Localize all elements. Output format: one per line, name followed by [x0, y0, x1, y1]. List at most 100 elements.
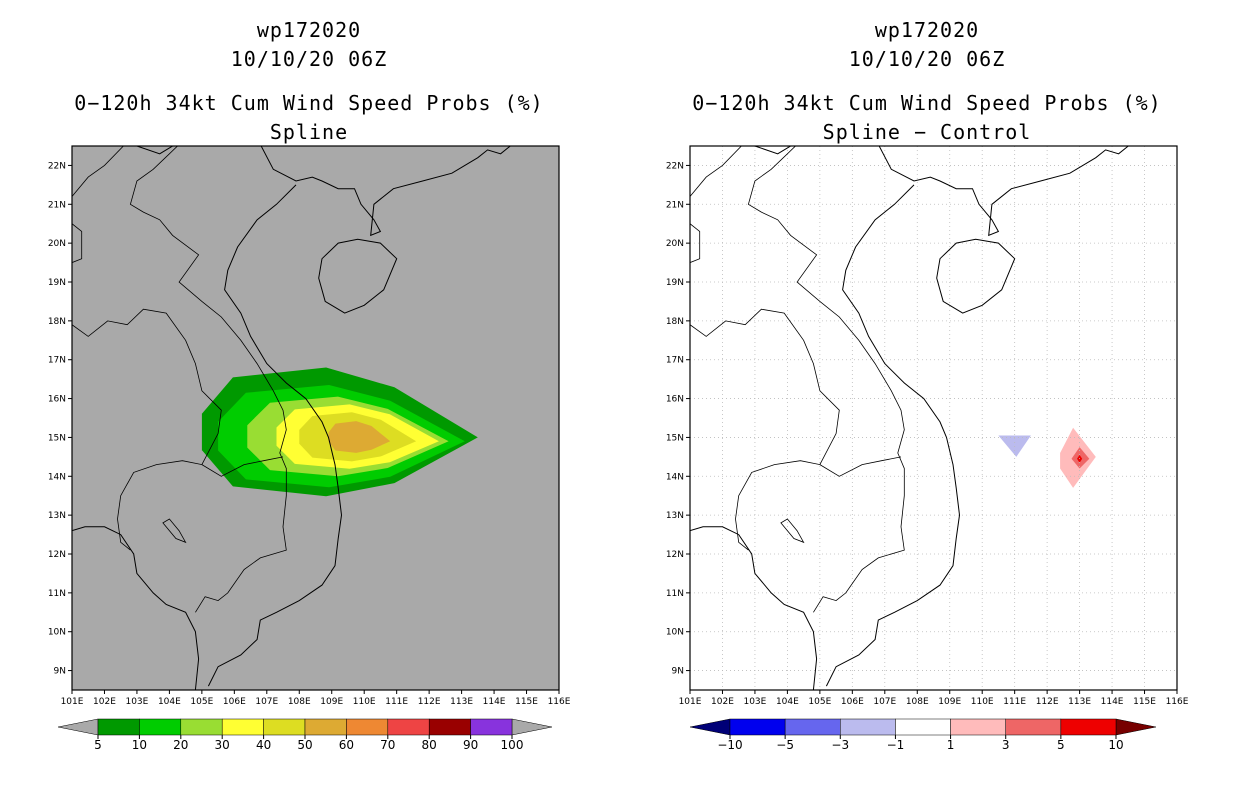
- hainan-island: [318, 238, 398, 314]
- lon-label: 109E: [320, 697, 343, 707]
- coastline: [207, 184, 343, 687]
- colorbar-label: 60: [339, 738, 354, 752]
- country-border: [819, 456, 902, 477]
- lon-label: 103E: [743, 697, 766, 707]
- map-difference: 101E 102E 103E 104E 105E 106E 107E 108E 109E 110E…: [666, 145, 1189, 752]
- product-title: 0−120h 34kt Cum Wind Speed Probs (%): [74, 91, 544, 115]
- subtitle: Spline: [269, 120, 349, 144]
- lat-label: 15N: [666, 433, 684, 443]
- lon-label: 115E: [1133, 697, 1156, 707]
- colorbar-label: 50: [297, 738, 312, 752]
- lon-label: 106E: [841, 697, 864, 707]
- country-border: [747, 146, 905, 613]
- lat-label: 12N: [48, 550, 66, 560]
- colorbar-label: 10: [1108, 738, 1123, 752]
- colorbar-swatch: [950, 718, 1006, 736]
- data-layer: [72, 146, 511, 690]
- lon-label: 101E: [679, 697, 702, 707]
- lat-label: 10N: [666, 628, 684, 638]
- data-layer: [690, 146, 1177, 690]
- colorbar-label: 20: [173, 738, 188, 752]
- country-border: [72, 146, 124, 197]
- coastline: [136, 146, 511, 237]
- lon-label: 108E: [288, 697, 311, 707]
- lon-label: 115E: [515, 697, 538, 707]
- lat-label: 18N: [666, 317, 684, 327]
- product-title: 0−120h 34kt Cum Wind Speed Probs (%): [692, 91, 1162, 115]
- colorbar-swatch: [729, 718, 786, 736]
- lat-label: 9N: [672, 667, 684, 677]
- colorbar-label: 5: [1057, 738, 1065, 752]
- colorbar-label: −3: [831, 738, 849, 752]
- storm-id-title: wp172020: [256, 18, 362, 42]
- lon-label: 110E: [971, 697, 994, 707]
- lon-label: 102E: [93, 697, 116, 707]
- datetime-title: 10/10/20 06Z: [848, 47, 1006, 71]
- colorbar-over-triangle: [1115, 718, 1157, 736]
- coastline: [690, 526, 818, 690]
- colorbar-swatch: [346, 718, 389, 736]
- country-border: [72, 223, 83, 263]
- lat-label: 17N: [666, 356, 684, 366]
- colorbar-label: 100: [501, 738, 524, 752]
- lon-label: 113E: [450, 697, 473, 707]
- lat-label: 13N: [666, 511, 684, 521]
- lat-label: 20N: [666, 239, 684, 249]
- colorbar-swatch: [1060, 718, 1117, 736]
- lat-label: 18N: [48, 317, 66, 327]
- lat-label: 21N: [48, 200, 66, 210]
- colorbar-label: 80: [422, 738, 437, 752]
- country-border: [129, 146, 287, 613]
- country-border: [690, 223, 701, 263]
- lon-label: 105E: [190, 697, 213, 707]
- coastline: [754, 146, 1129, 237]
- lon-label: 110E: [353, 697, 376, 707]
- colorbar-swatch: [263, 718, 306, 736]
- lat-label: 22N: [666, 161, 684, 171]
- colorbar-swatch: [840, 718, 896, 736]
- colorbar-under-triangle: [689, 718, 731, 736]
- colorbar-label: 10: [132, 738, 147, 752]
- country-border: [690, 146, 742, 197]
- lon-label: 108E: [906, 697, 929, 707]
- lon-label: 103E: [125, 697, 148, 707]
- lat-label: 16N: [666, 395, 684, 405]
- lat-label: 13N: [48, 511, 66, 521]
- storm-id-title: wp172020: [874, 18, 980, 42]
- country-border: [690, 308, 840, 551]
- colorbar-swatch: [180, 718, 223, 736]
- colorbar-swatch: [470, 718, 513, 736]
- lon-label: 104E: [158, 697, 181, 707]
- lon-label: 101E: [61, 697, 84, 707]
- lat-label: 11N: [48, 589, 66, 599]
- colorbar-label: 90: [463, 738, 478, 752]
- colorbar-label: 70: [380, 738, 395, 752]
- colorbar-swatch: [97, 718, 140, 736]
- lat-label: 19N: [48, 278, 66, 288]
- map-frame: [689, 145, 1178, 691]
- lat-label: 12N: [666, 550, 684, 560]
- lat-label: 20N: [48, 239, 66, 249]
- map-frame: [71, 145, 560, 691]
- lon-label: 105E: [808, 697, 831, 707]
- lat-label: 17N: [48, 356, 66, 366]
- lon-label: 109E: [938, 697, 961, 707]
- lon-label: 102E: [711, 697, 734, 707]
- colorbar-label: −10: [717, 738, 742, 752]
- lat-label: 14N: [48, 472, 66, 482]
- lon-label: 114E: [1101, 697, 1124, 707]
- colorbar-label: −1: [887, 738, 905, 752]
- colorbar-swatch: [387, 718, 430, 736]
- lon-label: 106E: [223, 697, 246, 707]
- lon-label: 107E: [255, 697, 278, 707]
- lat-label: 9N: [54, 667, 66, 677]
- colorbar-label: −5: [776, 738, 794, 752]
- colorbar-swatch: [428, 718, 471, 736]
- map-spline: 101E 102E 103E 104E 105E 106E 107E 108E 109E 110E…: [48, 145, 571, 752]
- datetime-title: 10/10/20 06Z: [230, 47, 388, 71]
- colorbar-swatch: [784, 718, 841, 736]
- lat-label: 10N: [48, 628, 66, 638]
- lon-label: 111E: [385, 697, 408, 707]
- lat-label: 14N: [666, 472, 684, 482]
- hainan-island: [936, 238, 1016, 314]
